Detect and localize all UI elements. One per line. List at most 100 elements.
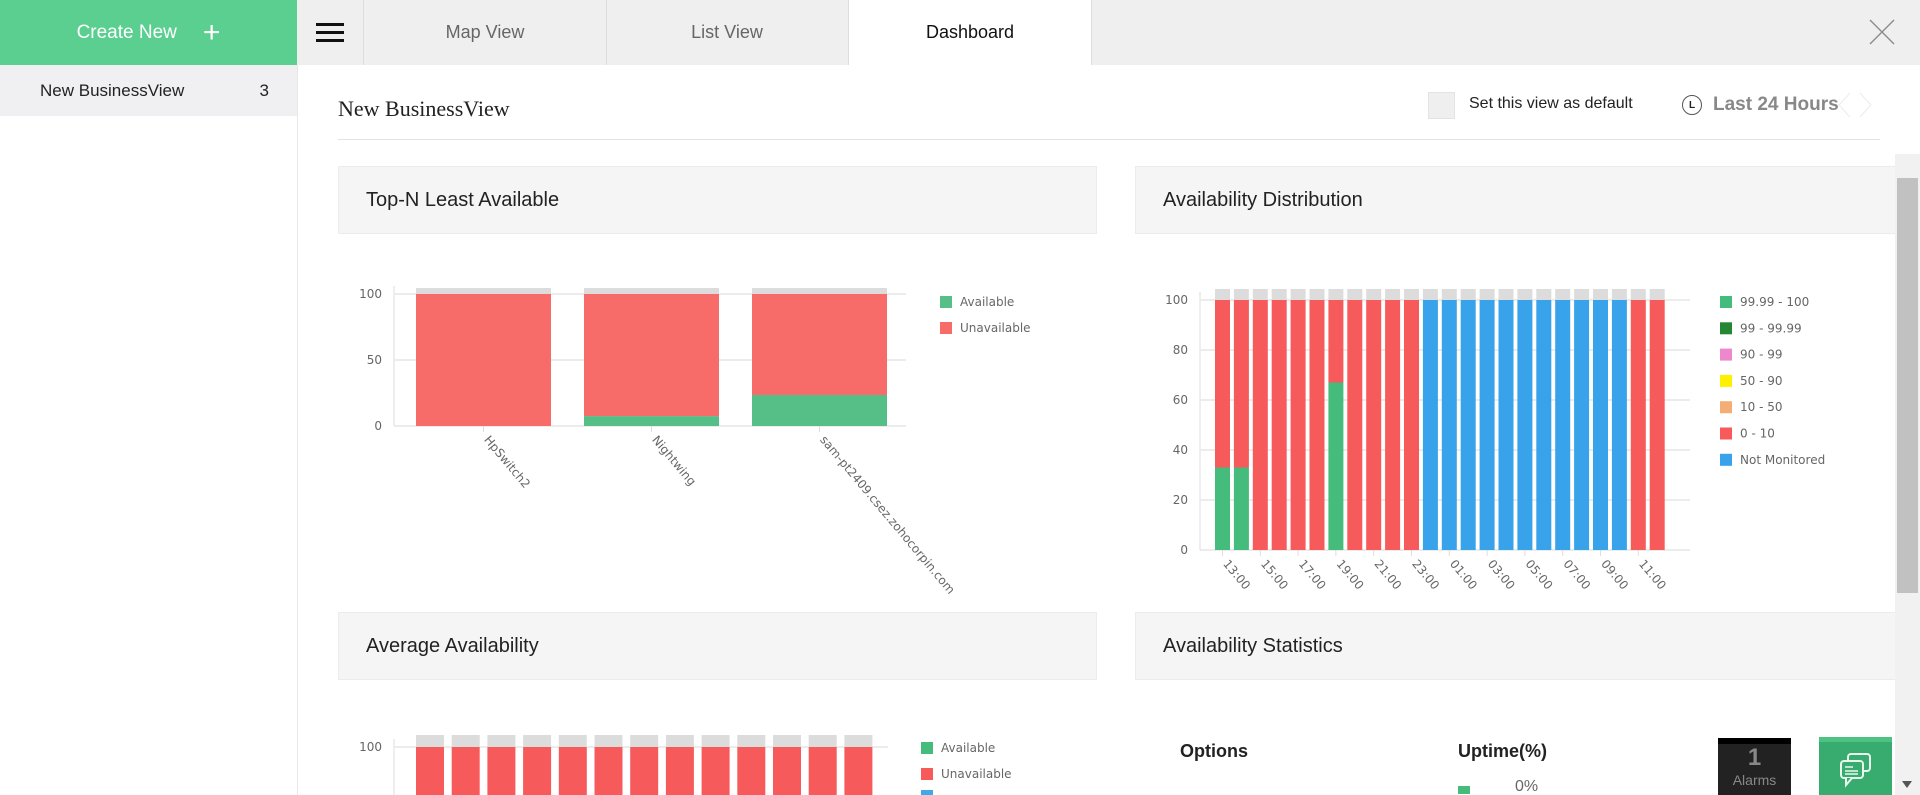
clock-icon: L	[1682, 95, 1702, 115]
x-tick-label: 17:00	[1296, 557, 1329, 592]
bar-cap	[1215, 289, 1230, 300]
tab-list-view[interactable]: List View	[606, 0, 849, 65]
time-range-selector[interactable]: Last 24 Hours	[1713, 94, 1839, 115]
x-tick-label: 21:00	[1371, 557, 1404, 592]
panel-header-top-n: Top-N Least Available	[338, 166, 1097, 234]
y-tick-label: 0	[1180, 543, 1188, 557]
bar-segment	[1233, 300, 1249, 468]
x-tick-label: 09:00	[1598, 557, 1631, 592]
legend-swatch	[1720, 401, 1732, 414]
prev-arrow-icon[interactable]	[1838, 92, 1851, 118]
y-tick-label: 100	[359, 740, 382, 754]
bar-segment	[1215, 467, 1230, 550]
legend-swatch	[1720, 453, 1732, 466]
x-tick-label: 03:00	[1485, 557, 1518, 592]
tab-map-view[interactable]: Map View	[364, 0, 607, 65]
x-tick-label: HpSwitch2	[481, 433, 533, 491]
bar-cap	[1271, 289, 1287, 300]
bar-cap	[594, 735, 623, 747]
chat-button[interactable]	[1819, 737, 1892, 795]
legend-swatch	[1720, 348, 1732, 361]
tab-dashboard[interactable]: Dashboard	[849, 0, 1092, 65]
legend-swatch	[1720, 322, 1732, 335]
default-view-checkbox[interactable]	[1428, 92, 1455, 119]
x-tick-label: 11:00	[1636, 557, 1669, 592]
bar-cap	[1347, 289, 1363, 300]
legend-label: Unavailable	[941, 767, 1012, 781]
bar-segment	[416, 747, 444, 795]
bar-cap	[1555, 289, 1571, 300]
bar-cap	[1422, 289, 1438, 300]
bar-cap	[1649, 289, 1665, 300]
x-tick-label: 13:00	[1220, 557, 1253, 592]
legend-swatch	[1720, 427, 1732, 440]
next-arrow-icon[interactable]	[1859, 92, 1872, 118]
bar-segment	[1498, 300, 1514, 550]
bar-cap	[1460, 289, 1476, 300]
bar-cap	[1574, 289, 1590, 300]
bar-cap	[1366, 289, 1382, 300]
close-icon[interactable]	[1866, 16, 1898, 48]
create-new-button[interactable]: Create New +	[0, 0, 297, 65]
y-tick-label: 60	[1173, 393, 1188, 407]
bar-segment	[737, 747, 766, 795]
bar-cap	[1479, 289, 1495, 300]
bar-cap	[558, 735, 587, 747]
legend-label: 90 - 99	[1740, 348, 1783, 362]
divider	[297, 65, 298, 795]
bar-cap	[487, 735, 516, 747]
uptime-legend-swatch	[1458, 786, 1470, 794]
uptime-value: 0%	[1515, 778, 1539, 795]
bar-cap	[1441, 289, 1457, 300]
alarms-label: Alarms	[1732, 772, 1777, 788]
legend-swatch	[1720, 296, 1732, 308]
bar-segment	[1479, 300, 1495, 550]
legend-swatch	[921, 790, 933, 795]
bar-cap	[1404, 289, 1419, 300]
bar-segment	[1555, 300, 1571, 550]
bar-cap	[630, 735, 659, 747]
bar-segment	[1649, 300, 1665, 550]
bar-segment	[701, 747, 730, 795]
hamburger-menu-icon[interactable]	[297, 0, 364, 65]
default-view-label: Set this view as default	[1469, 95, 1633, 112]
bar-segment	[1404, 300, 1419, 550]
divider	[338, 139, 1880, 140]
bar-segment	[752, 394, 887, 426]
bar-cap	[1536, 289, 1552, 300]
legend-label: 99.99 - 100	[1740, 295, 1809, 309]
bar-cap	[1328, 289, 1344, 300]
bar-segment	[1366, 300, 1382, 550]
sidebar-item-label: New BusinessView	[40, 80, 185, 100]
y-tick-label: 20	[1173, 493, 1188, 507]
bar-segment	[584, 294, 719, 417]
sidebar-item-new-businessview[interactable]: New BusinessView 3	[0, 65, 297, 116]
bar-segment	[1611, 300, 1627, 550]
legend-label: Not Monitored	[1740, 453, 1825, 467]
scrollbar-thumb[interactable]	[1897, 178, 1918, 593]
bar-cap	[1290, 289, 1306, 300]
average-chart: 100 Available Unavailable	[359, 735, 1012, 795]
bar-cap	[416, 735, 444, 747]
bar-segment	[630, 747, 659, 795]
x-tick-label: sam-pt2409.csez.zohocorpin.com	[817, 433, 958, 597]
y-tick-label: 0	[374, 419, 382, 433]
bar-segment	[1593, 300, 1608, 550]
uptime-column-header: Uptime(%)	[1458, 741, 1547, 761]
create-new-label: Create New	[76, 21, 177, 43]
plus-icon: +	[202, 15, 221, 49]
bar-segment	[1328, 300, 1344, 383]
bar-segment	[1309, 300, 1325, 550]
bar-segment	[1422, 300, 1438, 550]
legend-swatch	[1720, 374, 1732, 387]
alarms-button[interactable]: 1 Alarms	[1718, 738, 1791, 795]
y-tick-label: 40	[1173, 443, 1188, 457]
scroll-down-arrow-icon[interactable]	[1901, 780, 1913, 790]
bar-cap	[1233, 289, 1249, 300]
bar-segment	[773, 747, 801, 795]
legend-label: 10 - 50	[1740, 400, 1783, 414]
bar-segment	[1271, 300, 1287, 550]
bar-segment	[416, 294, 551, 426]
bar-cap	[808, 735, 837, 747]
legend-swatch	[921, 768, 933, 780]
